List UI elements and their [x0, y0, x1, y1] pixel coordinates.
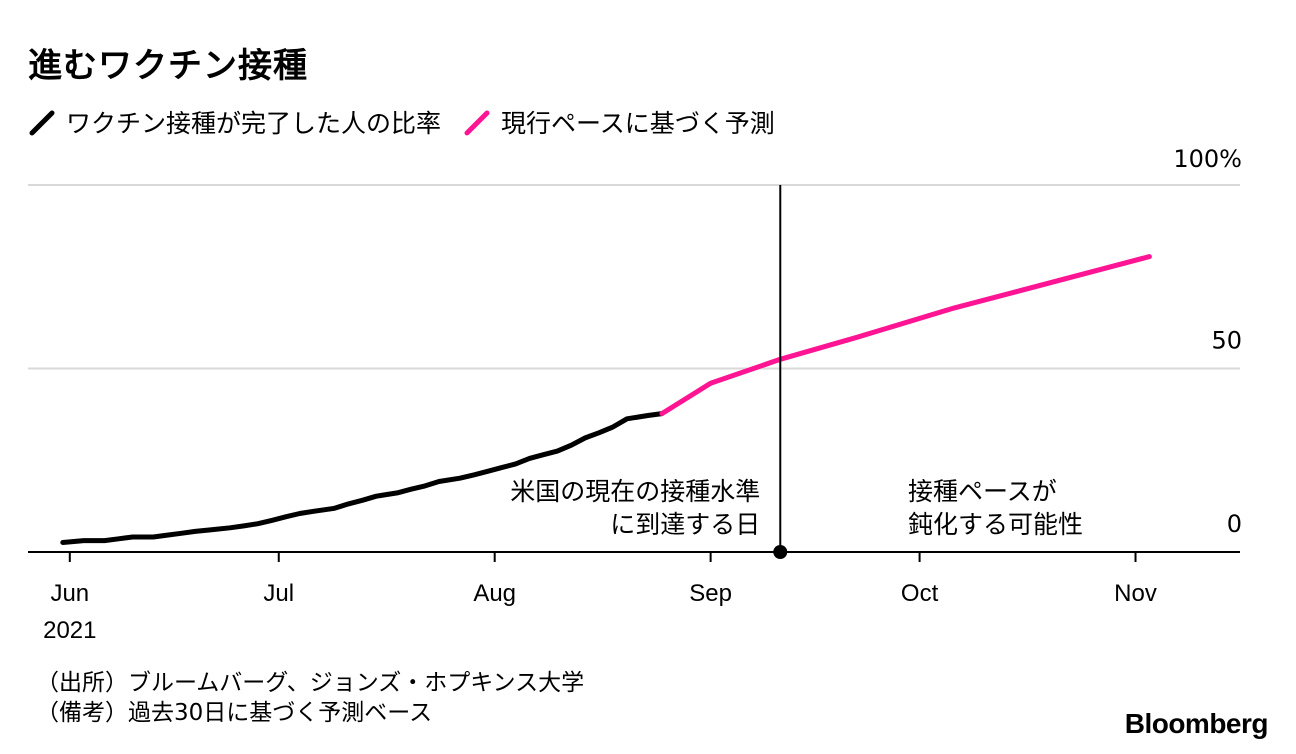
series-line-forecast [659, 254, 1152, 417]
x-tick-label: Nov [1114, 580, 1157, 607]
footer-note: （備考）過去30日に基づく予測ベース [36, 700, 433, 726]
legend-item-actual: ワクチン接種が完了した人の比率 [28, 104, 441, 140]
footer-source: （出所）ブルームバーグ、ジョンズ・ホプキンス大学 [36, 670, 585, 696]
legend-label-actual: ワクチン接種が完了した人の比率 [66, 109, 442, 138]
y-tick-label: 0 [1227, 510, 1242, 538]
x-tick-label: Aug [473, 580, 516, 607]
legend-swatch-forecast [464, 110, 490, 136]
y-tick-label: 100% [1173, 145, 1242, 173]
annotation-reach-line: に到達する日 [610, 510, 760, 539]
legend-swatch-actual [29, 110, 55, 136]
x-tick-label: Jun [50, 580, 89, 607]
annotation-reach-line: 米国の現在の接種水準 [510, 477, 760, 506]
bloomberg-logo: Bloomberg [1124, 708, 1269, 739]
y-tick-label: 50 [1211, 327, 1242, 355]
line-chart: 100% 50 0 Jun Jul Aug Sep Oct Nov 2021 米国の現在の接種水準に… [28, 145, 1242, 644]
chart-title: 進むワクチン接種 [28, 46, 308, 86]
marker-dot [773, 545, 788, 559]
x-tick-label: Jul [263, 580, 294, 607]
x-tick-label: Oct [901, 580, 939, 607]
legend-item-forecast: 現行ペースに基づく予測 [463, 104, 775, 140]
annotation-slowdown-line: 接種ペースが [908, 477, 1057, 506]
legend: ワクチン接種が完了した人の比率 現行ペースに基づく予測 [28, 104, 797, 140]
series-line-actual [60, 411, 665, 545]
annotation-slowdown-line: 鈍化する可能性 [908, 510, 1083, 539]
legend-label-forecast: 現行ペースに基づく予測 [501, 109, 775, 138]
x-year-label: 2021 [43, 617, 96, 644]
x-tick-label: Sep [689, 580, 732, 607]
